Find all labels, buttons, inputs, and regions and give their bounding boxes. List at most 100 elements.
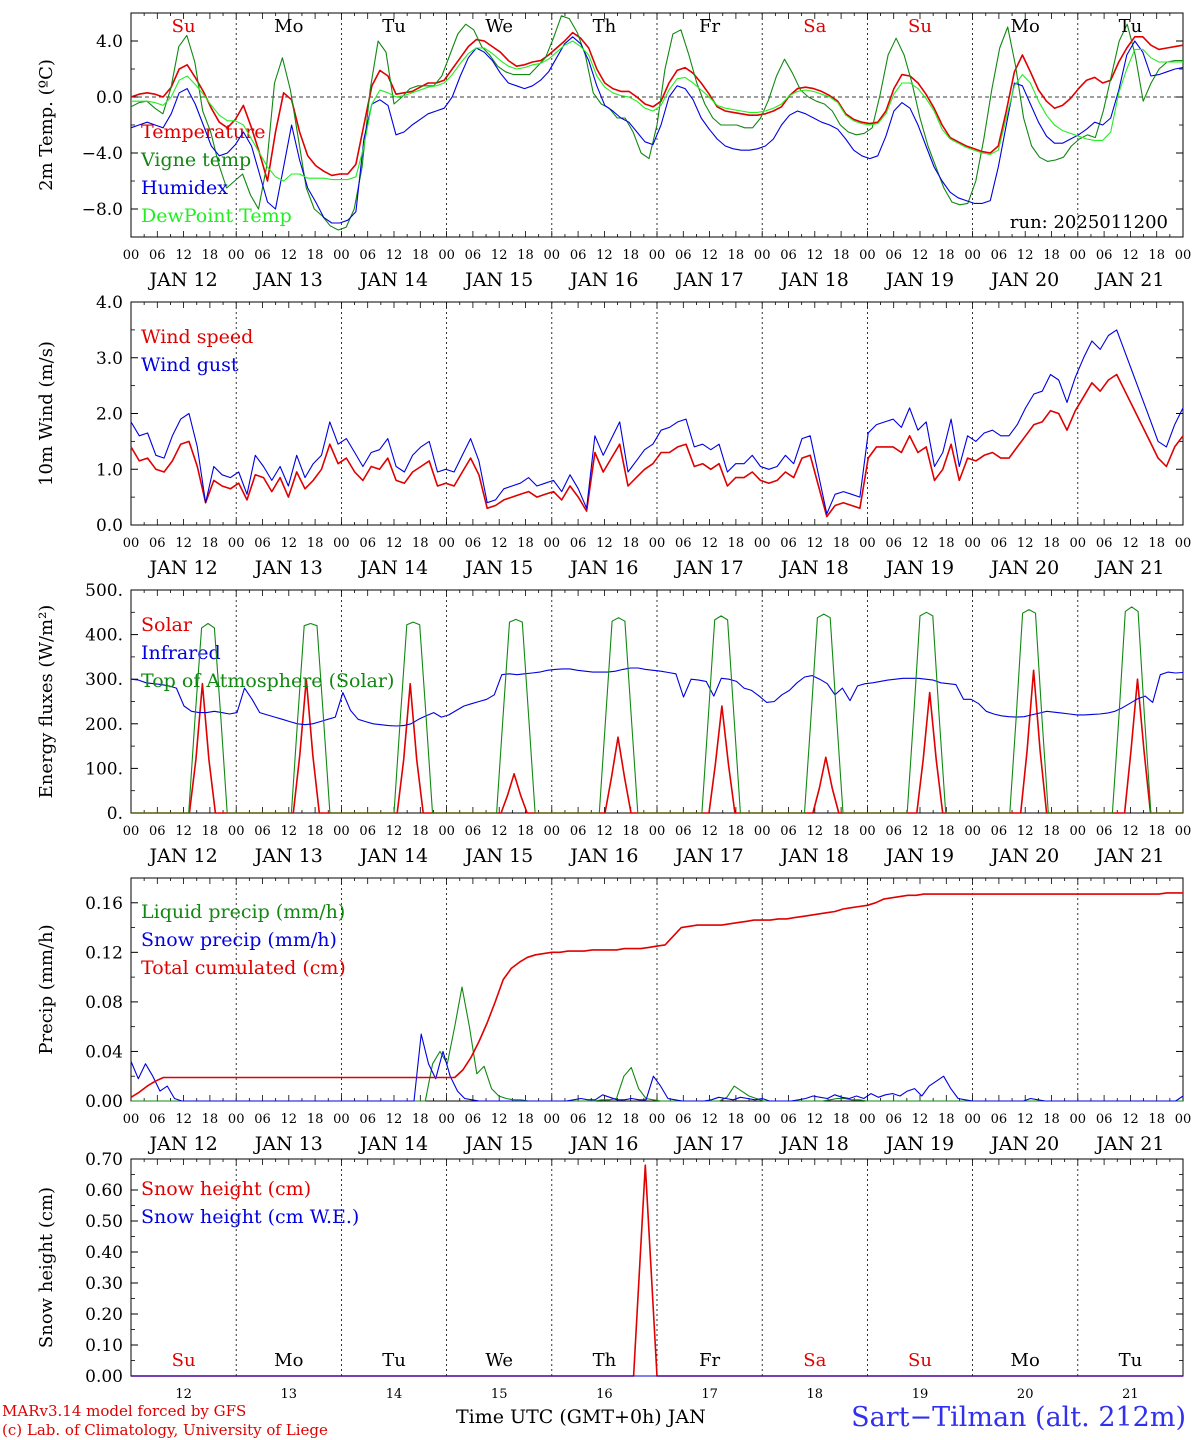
weekday-label: Su [172,1350,196,1371]
y-tick-label: −4.0 [82,144,123,164]
hour-tick-label: 18 [307,1112,324,1127]
hour-tick-label: 12 [491,248,508,263]
hour-tick-label: 18 [728,1112,745,1127]
hour-tick-label: 06 [675,248,692,263]
date-label: JAN 18 [779,557,849,579]
day-number-label: 17 [701,1387,718,1402]
hour-tick-label: 00 [333,248,350,263]
hour-tick-label: 06 [675,824,692,839]
weekday-label: Su [908,1350,932,1371]
y-tick-label: 0.16 [85,894,123,914]
hour-tick-label: 12 [175,824,192,839]
date-label: JAN 19 [884,1133,954,1155]
hour-tick-label: 18 [833,1112,850,1127]
weekday-label: Tu [1119,16,1143,37]
hour-tick-label: 12 [1122,248,1139,263]
weekday-label: Sa [803,16,826,37]
y-tick-label: 0.60 [85,1181,123,1201]
hour-tick-label: 18 [833,536,850,551]
hour-tick-label: 12 [701,248,718,263]
hour-tick-label: 18 [202,1112,219,1127]
hour-tick-label: 06 [885,536,902,551]
y-tick-label: 0.20 [85,1305,123,1325]
hour-tick-label: 12 [912,1112,929,1127]
hour-tick-label: 12 [175,536,192,551]
panel-wind: 0.0 1.0 2.0 3.0 4.0 10m Wind (m/s) Wind speed W… [36,293,1191,579]
hour-tick-label: 06 [359,536,376,551]
legend-entry: Solar [141,614,193,636]
date-label: JAN 18 [779,845,849,867]
series-dewpoint-temp [131,40,1183,182]
y-tick-label: 1.0 [96,460,123,480]
panel-energy: 0. 100. 200. 300. 400. 500. Energy fluxes (W/m… [36,581,1191,867]
legend-entry: Liquid precip (mm/h) [141,901,345,923]
date-label: JAN 17 [674,269,744,291]
hour-tick-label: 12 [912,536,929,551]
hour-tick-label: 06 [1096,1112,1113,1127]
hour-tick-label: 06 [780,248,797,263]
hour-tick-label: 12 [1122,824,1139,839]
weekday-label: Tu [382,16,406,37]
y-tick-label: 0.30 [85,1274,123,1294]
hour-tick-label: 18 [412,248,429,263]
hour-tick-label: 00 [964,536,981,551]
hour-tick-label: 18 [517,824,534,839]
hour-tick-label: 12 [807,536,824,551]
hour-tick-label: 18 [938,824,955,839]
date-label: JAN 17 [674,1133,744,1155]
series-humidex [130,36,1184,224]
hour-tick-label: 18 [728,824,745,839]
hour-tick-label: 12 [1017,536,1034,551]
hour-tick-label: 06 [675,1112,692,1127]
hour-tick-label: 00 [649,536,666,551]
day-number-label: 13 [281,1387,298,1402]
hour-tick-label: 06 [359,824,376,839]
hour-tick-label: 00 [438,536,455,551]
date-label: JAN 21 [1094,269,1164,291]
hour-tick-label: 00 [123,1112,140,1127]
y-tick-label: 0.10 [85,1336,123,1356]
legend-entry: Snow precip (mm/h) [141,929,337,951]
date-label: JAN 14 [358,557,428,579]
hour-tick-label: 18 [622,1112,639,1127]
date-label: JAN 15 [463,1133,533,1155]
series-vigne-temp [130,15,1183,231]
hour-tick-label: 12 [386,824,403,839]
hour-tick-label: 00 [649,824,666,839]
hour-tick-label: 18 [517,248,534,263]
hour-tick-label: 18 [307,248,324,263]
hour-tick-label: 18 [622,248,639,263]
hour-tick-label: 00 [1070,536,1087,551]
hour-tick-label: 12 [386,536,403,551]
date-label: JAN 19 [884,557,954,579]
y-axis-label: Energy fluxes (W/m²) [36,605,57,799]
hour-tick-label: 18 [307,824,324,839]
hour-tick-label: 00 [123,536,140,551]
hour-tick-label: 06 [991,1112,1008,1127]
hour-tick-label: 18 [728,248,745,263]
weekday-label: Mo [274,16,303,37]
legend-entry: Top of Atmosphere (Solar) [141,670,394,692]
y-tick-label: 300. [85,670,123,690]
hour-tick-label: 00 [754,248,771,263]
hour-tick-label: 06 [991,248,1008,263]
hour-tick-label: 06 [254,1112,271,1127]
y-tick-label: 4.0 [96,293,123,313]
y-tick-label: 0.0 [96,516,123,536]
hour-tick-label: 18 [728,536,745,551]
legend-entry: Total cumulated (cm) [141,957,346,979]
hour-tick-label: 18 [833,248,850,263]
hour-tick-label: 00 [544,824,561,839]
date-label: JAN 13 [253,269,323,291]
hour-tick-label: 18 [517,536,534,551]
hour-tick-label: 12 [386,248,403,263]
series-wind-speed [130,373,1184,518]
hour-tick-label: 06 [991,536,1008,551]
hour-tick-label: 00 [1070,248,1087,263]
y-tick-label: 2.0 [96,405,123,425]
hour-tick-label: 00 [859,248,876,263]
hour-tick-label: 18 [202,536,219,551]
hour-tick-label: 06 [570,824,587,839]
hour-tick-label: 06 [149,248,166,263]
hour-tick-label: 00 [438,1112,455,1127]
